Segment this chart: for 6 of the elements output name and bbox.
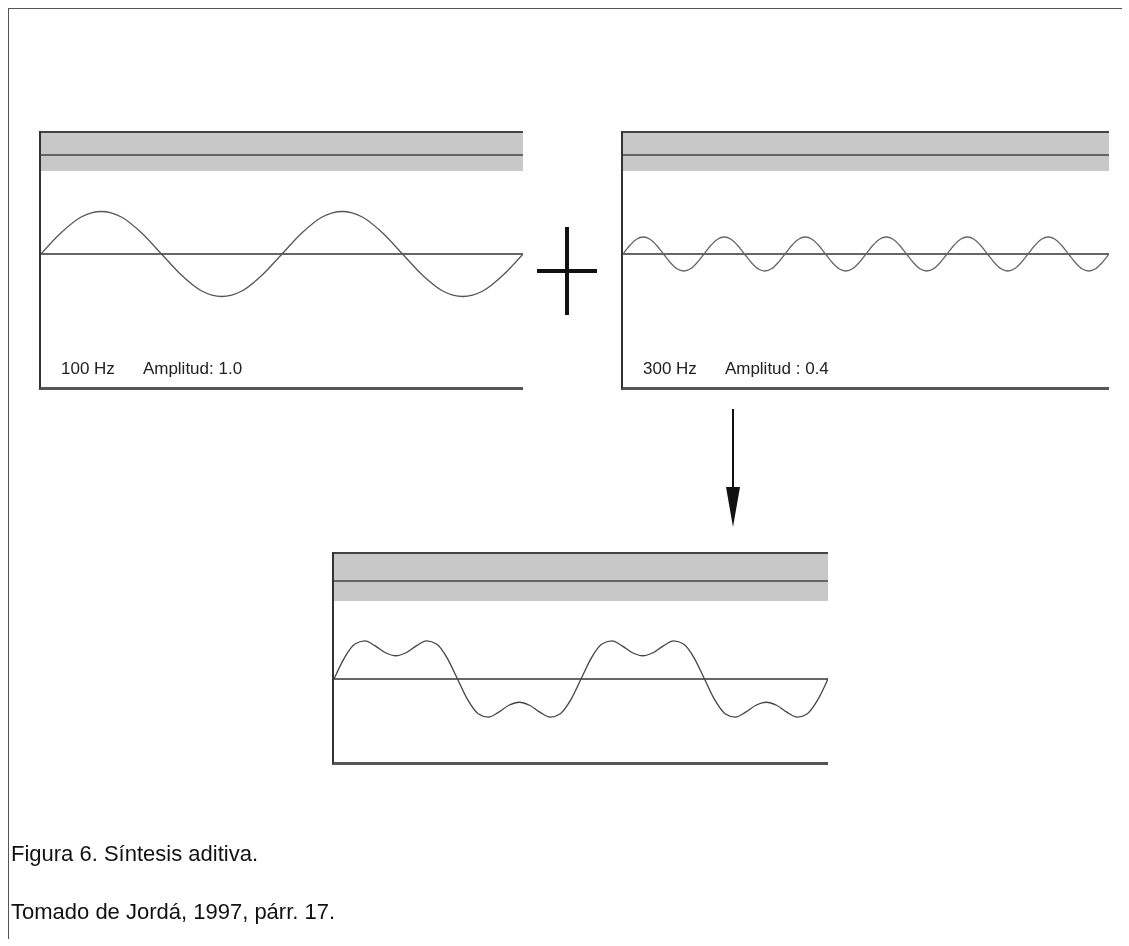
text: Amplitud : 0.4 [724,359,829,379]
text: Figura 6. Síntesis aditiva. [11,840,259,868]
text: 100 Hz [61,359,115,379]
text: 300 Hz [643,359,697,379]
text: Tomado de Jordá, 1997, párr. 17. [11,898,336,926]
text: Amplitud: 1.0 [142,359,243,379]
